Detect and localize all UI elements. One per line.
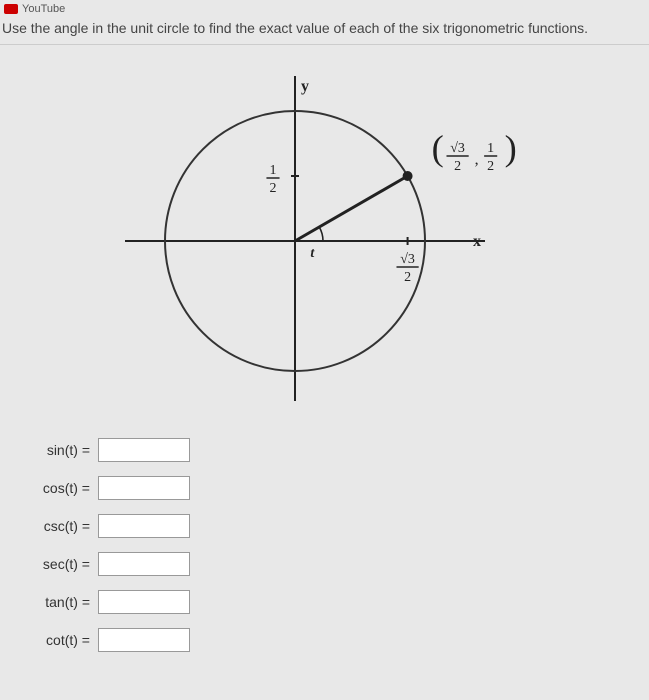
svg-text:(: ( <box>431 128 443 168</box>
answer-row: sec(t) = <box>26 552 190 576</box>
answer-input[interactable] <box>98 552 190 576</box>
svg-text:√3: √3 <box>450 141 465 156</box>
tab-label: YouTube <box>22 3 65 15</box>
svg-text:2: 2 <box>269 181 276 196</box>
svg-text:√3: √3 <box>400 252 415 267</box>
answer-row: cos(t) = <box>26 476 190 500</box>
svg-text:t: t <box>310 246 315 261</box>
answer-input[interactable] <box>98 514 190 538</box>
answer-label: sin(t) = <box>26 442 90 458</box>
svg-text:1: 1 <box>487 141 494 156</box>
unit-circle-diagram: t y x 1 2 √3 2 ( √3 2, 1 2) <box>125 51 525 431</box>
diagram-container: t y x 1 2 √3 2 ( √3 2, 1 2) <box>0 45 649 431</box>
answer-label: sec(t) = <box>26 556 90 572</box>
svg-text:2: 2 <box>404 270 411 285</box>
answer-row: cot(t) = <box>26 628 190 652</box>
browser-tab-bar: YouTube <box>0 0 649 18</box>
answer-label: cot(t) = <box>26 632 90 648</box>
svg-text:y: y <box>301 78 309 95</box>
answer-row: tan(t) = <box>26 590 190 614</box>
answer-row: csc(t) = <box>26 514 190 538</box>
answer-label: cos(t) = <box>26 480 90 496</box>
answer-label: csc(t) = <box>26 518 90 534</box>
svg-text:1: 1 <box>269 163 276 178</box>
svg-text:x: x <box>473 233 481 250</box>
answer-input[interactable] <box>98 590 190 614</box>
answer-input[interactable] <box>98 438 190 462</box>
svg-text:2: 2 <box>454 159 461 174</box>
answer-input[interactable] <box>98 628 190 652</box>
answer-label: tan(t) = <box>26 594 90 610</box>
answer-row: sin(t) = <box>26 438 190 462</box>
svg-text:): ) <box>504 128 516 168</box>
svg-text:2: 2 <box>487 159 494 174</box>
answer-input[interactable] <box>98 476 190 500</box>
svg-text:,: , <box>474 151 478 168</box>
answer-section: sin(t) = cos(t) = csc(t) = sec(t) = tan(t) =… <box>26 438 190 666</box>
youtube-icon <box>4 4 18 14</box>
question-prompt: Use the angle in the unit circle to find… <box>0 18 649 45</box>
